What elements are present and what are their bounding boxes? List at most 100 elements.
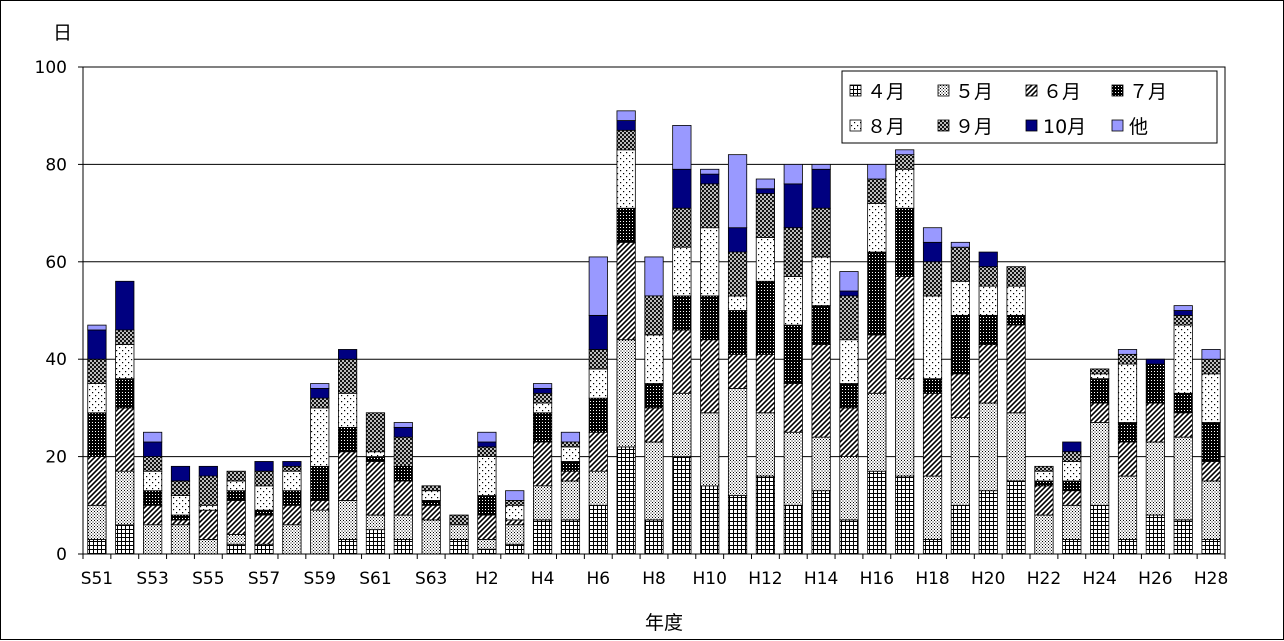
bar-segment-９月 — [783, 227, 803, 277]
bar-segment-６月 — [1173, 412, 1193, 438]
bar-segment-５月 — [115, 470, 135, 526]
legend-label: ５月 — [955, 81, 993, 103]
bar-segment-８月 — [644, 334, 664, 384]
bar-segment-８月 — [338, 392, 358, 428]
bar-segment-５月 — [1090, 422, 1110, 506]
bar-segment-８月 — [588, 368, 608, 399]
bar-segment-７月 — [170, 514, 191, 521]
bar-segment-９月 — [727, 251, 748, 297]
bar-segment-４月 — [839, 519, 859, 555]
bar-segment-９月 — [338, 358, 358, 394]
bar-segment-８月 — [282, 470, 302, 492]
x-tick-label: H4 — [531, 569, 555, 589]
bar-segment-10月 — [755, 188, 775, 195]
bar-segment-９月 — [532, 392, 553, 404]
y-tick-label: 80 — [45, 155, 67, 175]
bar-segment-６月 — [978, 344, 998, 404]
bar-S60 — [338, 349, 358, 555]
bar-segment-８月 — [1006, 285, 1026, 316]
bar-H10 — [700, 168, 720, 555]
bar-segment-９月 — [365, 412, 386, 453]
bar-segment-５月 — [338, 500, 358, 540]
bar-segment-９月 — [950, 246, 970, 282]
bar-segment-４月 — [1173, 519, 1193, 555]
bar-segment-５月 — [1173, 436, 1193, 521]
legend-label: ９月 — [955, 116, 993, 138]
bar-H25 — [1117, 349, 1138, 555]
bar-segment-８月 — [254, 485, 274, 511]
bar-segment-７月 — [365, 456, 386, 462]
bar-segment-他 — [644, 256, 664, 297]
bar-segment-５月 — [1145, 441, 1165, 516]
bar-segment-６月 — [1117, 441, 1138, 477]
bar-segment-９月 — [644, 295, 664, 336]
bar-segment-４月 — [950, 504, 970, 555]
bar-segment-10月 — [254, 461, 274, 472]
x-tick-label: S51 — [81, 569, 113, 589]
bar-segment-４月 — [449, 538, 469, 555]
bar-segment-８月 — [922, 295, 943, 380]
bar-segment-６月 — [616, 241, 636, 341]
bar-H15 — [839, 271, 859, 555]
bar-segment-４月 — [1201, 538, 1221, 555]
bar-segment-９月 — [560, 441, 581, 448]
bar-segment-５月 — [421, 519, 441, 555]
bar-segment-６月 — [1201, 461, 1221, 482]
bar-segment-４月 — [755, 475, 775, 555]
bar-H17 — [895, 149, 915, 555]
bar-H3 — [505, 490, 525, 555]
bar-segment-６月 — [505, 519, 525, 526]
bar-segment-４月 — [393, 538, 413, 555]
bar-segment-９月 — [867, 178, 887, 204]
legend-label: 他 — [1129, 116, 1148, 138]
bar-segment-９月 — [1173, 314, 1193, 326]
bar-segment-９月 — [170, 480, 191, 496]
bar-S56 — [226, 470, 246, 555]
bar-segment-７月 — [616, 207, 636, 243]
x-tick-label: H20 — [971, 569, 1005, 589]
bar-H2 — [477, 431, 497, 555]
bar-segment-９月 — [226, 470, 246, 482]
bar-segment-７月 — [727, 310, 748, 355]
legend-item-４月: ４月 — [849, 81, 905, 103]
bar-segment-４月 — [1062, 538, 1082, 555]
bar-segment-４月 — [1117, 538, 1138, 555]
bar-segment-６月 — [644, 407, 664, 443]
bar-segment-７月 — [254, 509, 274, 516]
bar-segment-８月 — [616, 149, 636, 209]
bar-segment-５月 — [783, 431, 803, 506]
bar-segment-５月 — [310, 509, 330, 555]
bar-segment-８月 — [978, 285, 998, 316]
x-tick-label: H10 — [692, 569, 726, 589]
bar-segment-５月 — [672, 392, 692, 458]
legend-label: ４月 — [867, 81, 905, 103]
bar-segment-９月 — [755, 193, 775, 238]
bar-segment-８月 — [727, 295, 748, 311]
bar-segment-10月 — [616, 120, 636, 131]
bar-segment-10月 — [115, 280, 135, 331]
bar-segment-５月 — [978, 402, 998, 492]
bar-segment-７月 — [310, 465, 330, 501]
bar-segment-５月 — [588, 470, 608, 506]
bar-segment-７月 — [1090, 378, 1110, 404]
bar-segment-９月 — [1062, 451, 1082, 462]
bar-segment-10月 — [672, 168, 692, 209]
legend-item-６月: ６月 — [1025, 81, 1081, 103]
bar-H19 — [950, 241, 970, 555]
bar-segment-５月 — [532, 485, 553, 521]
bar-segment-４月 — [811, 490, 831, 555]
bar-H26 — [1145, 358, 1165, 555]
bar-segment-８月 — [226, 480, 246, 492]
bar-segment-８月 — [1117, 363, 1138, 423]
bar-segment-７月 — [393, 465, 413, 482]
bar-segment-10月 — [532, 388, 553, 394]
legend-swatch — [1025, 84, 1038, 97]
bar-segment-５月 — [560, 480, 581, 521]
bar-H12 — [755, 178, 775, 555]
bar-segment-他 — [1201, 349, 1221, 360]
y-axis-ticks: 0 20 40 60 80 100 — [35, 58, 83, 565]
bar-segment-８月 — [477, 456, 497, 496]
bar-segment-７月 — [1034, 480, 1054, 487]
bar-segment-８月 — [839, 339, 859, 384]
bar-segment-５月 — [1201, 480, 1221, 540]
